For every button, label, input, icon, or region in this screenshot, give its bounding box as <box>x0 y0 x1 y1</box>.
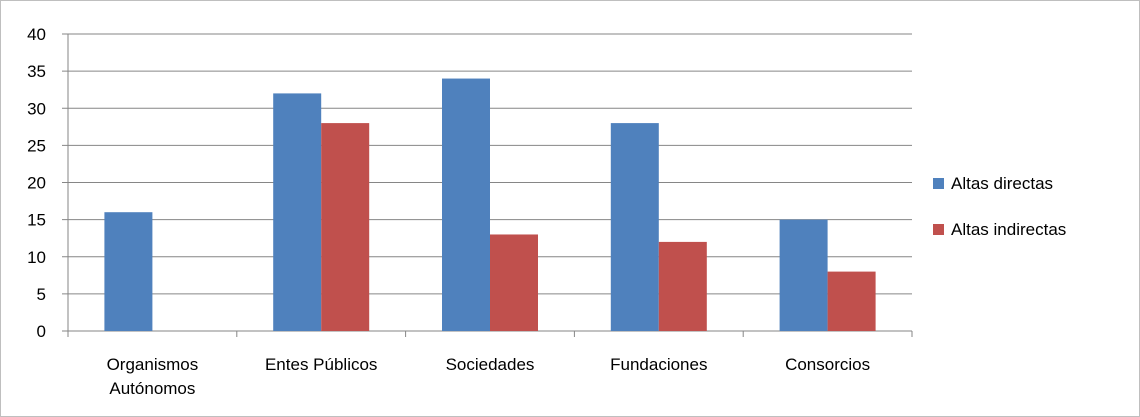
bar-altas-directas <box>610 123 659 331</box>
y-tick-label: 15 <box>27 211 46 230</box>
bar-altas-indirectas <box>827 271 876 331</box>
y-tick-label: 5 <box>37 285 46 304</box>
bar-altas-directas <box>273 93 322 332</box>
legend-label: Altas indirectas <box>951 220 1066 239</box>
y-tick-label: 20 <box>27 174 46 193</box>
y-tick-label: 10 <box>27 248 46 267</box>
legend-swatch <box>933 178 944 189</box>
legend-label: Altas directas <box>951 174 1053 193</box>
bar-altas-directas <box>442 78 490 331</box>
y-tick-label: 40 <box>27 25 46 44</box>
y-tick-label: 30 <box>27 99 46 118</box>
bar-altas-indirectas <box>321 123 370 331</box>
bar-altas-directas <box>779 219 828 331</box>
x-category-label: Autónomos <box>109 379 195 398</box>
y-tick-label: 25 <box>27 136 46 155</box>
x-category-label: Organismos <box>107 355 199 374</box>
x-category-label: Fundaciones <box>610 355 707 374</box>
x-category-label: Sociedades <box>446 355 535 374</box>
y-tick-label: 0 <box>37 322 46 341</box>
bar-altas-indirectas <box>490 234 538 331</box>
x-category-label: Entes Públicos <box>265 355 377 374</box>
bar-altas-directas <box>104 212 153 331</box>
legend-swatch <box>933 224 944 235</box>
y-tick-label: 35 <box>27 62 46 81</box>
x-category-label: Consorcios <box>785 355 870 374</box>
bar-altas-indirectas <box>658 241 707 331</box>
